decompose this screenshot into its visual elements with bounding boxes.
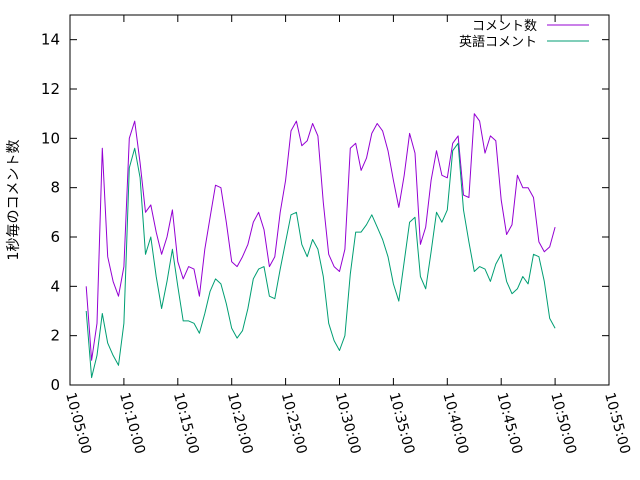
y-tick-label: 12 [41, 80, 60, 98]
legend-entry-comments: コメント数 [472, 19, 589, 34]
series-line-english-comments [85, 142, 556, 379]
x-tick-label: 10:35:00 [386, 391, 418, 456]
x-tick-label: 10:05:00 [62, 391, 94, 456]
series-line-comments [85, 113, 556, 361]
x-tick-label: 10:20:00 [224, 391, 256, 456]
legend-label-comments: コメント数 [472, 19, 537, 34]
y-tick-label: 14 [41, 31, 60, 49]
legend-entry-english-comments: 英語コメント [459, 34, 589, 50]
y-tick-label: 2 [50, 327, 60, 345]
y-tick-label: 4 [50, 277, 60, 295]
plot-frame [69, 14, 610, 386]
x-tick-label: 10:40:00 [439, 391, 471, 456]
series-layer [85, 113, 556, 379]
x-tick-label: 10:25:00 [278, 391, 310, 456]
x-axis: 10:05:00 10:10:00 10:15:00 10:20:00 10:25:00… [62, 15, 633, 456]
legend: コメント数 英語コメント [459, 19, 589, 50]
legend-label-english-comments: 英語コメント [459, 34, 537, 50]
y-tick-label: 6 [50, 228, 60, 246]
y-axis-label: 1秒毎のコメント数 [6, 140, 22, 261]
y-tick-label: 10 [41, 129, 60, 147]
x-tick-label: 10:15:00 [170, 391, 202, 456]
x-tick-label: 10:30:00 [332, 391, 364, 456]
y-tick-label: 0 [50, 376, 60, 394]
y-tick-label: 8 [50, 179, 60, 197]
x-tick-label: 10:45:00 [493, 391, 525, 456]
y-axis: 0 2 4 6 8 10 12 14 [41, 31, 609, 394]
x-tick-label: 10:50:00 [547, 391, 579, 456]
x-tick-label: 10:55:00 [601, 391, 633, 456]
x-tick-label: 10:10:00 [116, 391, 148, 456]
